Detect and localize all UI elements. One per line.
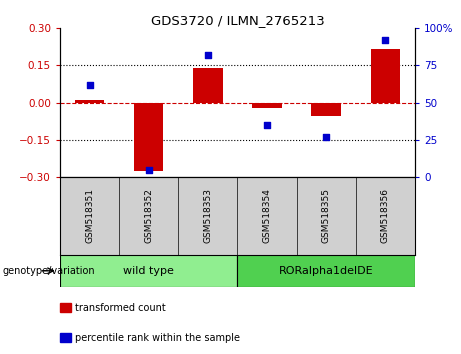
Text: transformed count: transformed count bbox=[75, 303, 166, 313]
Bar bbox=[75, 100, 104, 103]
Bar bbox=[371, 49, 400, 103]
Point bbox=[204, 52, 212, 58]
Bar bbox=[237, 255, 415, 287]
Bar bbox=[193, 68, 223, 103]
Text: GSM518356: GSM518356 bbox=[381, 188, 390, 244]
Text: genotype/variation: genotype/variation bbox=[2, 266, 95, 276]
Point bbox=[86, 82, 93, 88]
Text: GSM518354: GSM518354 bbox=[262, 188, 272, 244]
Text: GSM518355: GSM518355 bbox=[322, 188, 331, 244]
Text: wild type: wild type bbox=[123, 266, 174, 276]
Text: GSM518353: GSM518353 bbox=[203, 188, 213, 244]
Point bbox=[322, 134, 330, 140]
Text: percentile rank within the sample: percentile rank within the sample bbox=[75, 333, 240, 343]
Text: RORalpha1delDE: RORalpha1delDE bbox=[279, 266, 373, 276]
Text: GSM518351: GSM518351 bbox=[85, 188, 94, 244]
Text: GSM518352: GSM518352 bbox=[144, 188, 153, 244]
Bar bbox=[60, 255, 237, 287]
Bar bbox=[311, 103, 341, 116]
Bar bbox=[134, 103, 164, 171]
Point bbox=[263, 122, 271, 128]
Point bbox=[145, 167, 152, 172]
Bar bbox=[252, 103, 282, 108]
Point bbox=[382, 38, 389, 43]
Title: GDS3720 / ILMN_2765213: GDS3720 / ILMN_2765213 bbox=[151, 14, 324, 27]
